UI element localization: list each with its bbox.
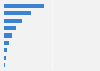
Bar: [4, 41, 9, 45]
Bar: [4, 4, 44, 8]
Bar: [4, 56, 6, 60]
Bar: [4, 33, 12, 38]
Bar: [4, 26, 16, 30]
Bar: [4, 48, 7, 52]
Bar: [4, 63, 5, 67]
Bar: [4, 11, 31, 15]
Bar: [4, 19, 22, 23]
